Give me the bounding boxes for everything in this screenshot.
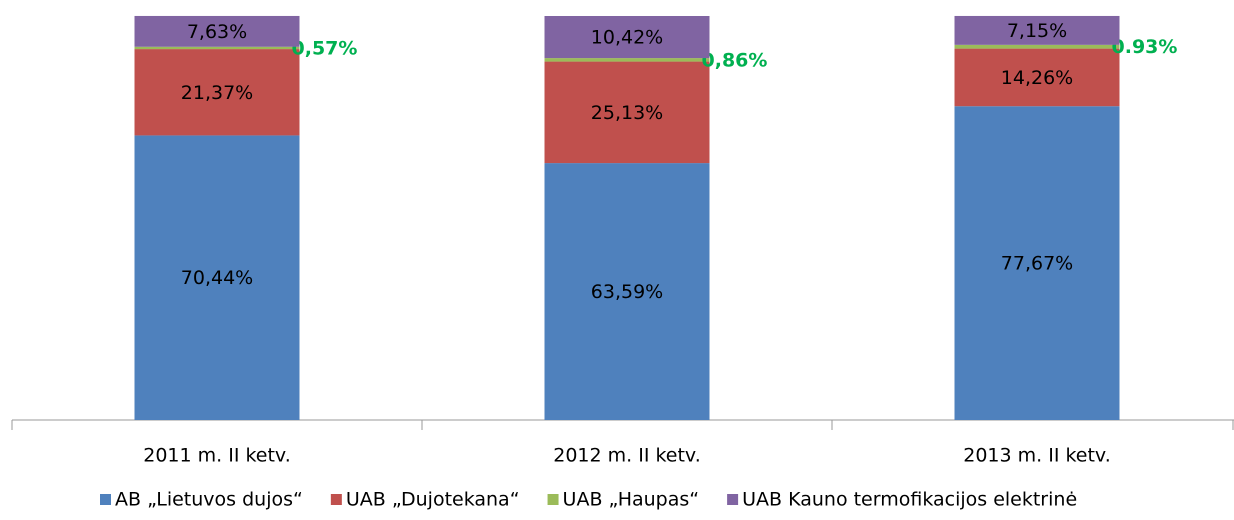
legend-label: UAB „Dujotekana“ <box>346 489 520 511</box>
data-label: 0,86% <box>702 49 768 71</box>
bar-segment <box>134 135 300 420</box>
bar-segment <box>544 61 710 164</box>
legend-swatch <box>100 494 111 505</box>
data-label: 14,26% <box>1001 67 1073 89</box>
data-label: 0,57% <box>292 37 358 59</box>
bar-segment <box>544 16 710 59</box>
data-label: 0.93% <box>1112 36 1178 58</box>
data-label: 25,13% <box>591 102 663 124</box>
bar-segment <box>954 44 1120 49</box>
bar-segment <box>954 15 1120 45</box>
bar-segment <box>134 46 300 50</box>
bar-segment <box>954 48 1120 107</box>
legend-swatch <box>330 494 342 505</box>
bar-segment <box>544 58 710 62</box>
legend-label: UAB Kauno termofikacijos elektrinė <box>742 489 1077 511</box>
data-label: 63,59% <box>591 281 663 303</box>
legend-swatch <box>547 494 559 505</box>
data-label: 21,37% <box>181 82 253 104</box>
legend-label: AB „Lietuvos dujos“ <box>115 489 303 511</box>
data-label: 7,15% <box>1007 20 1067 42</box>
legend-label: UAB „Haupas“ <box>563 489 700 511</box>
data-label: 77,67% <box>1001 253 1073 275</box>
x-tick-label: 2011 m. II ketv. <box>143 445 291 467</box>
bar-segment <box>134 49 300 136</box>
data-label: 10,42% <box>591 27 663 49</box>
data-label: 7,63% <box>187 21 247 43</box>
bar-segment <box>954 106 1120 421</box>
legend-swatch <box>727 494 739 505</box>
bar-segment <box>544 163 710 420</box>
data-label: 70,44% <box>181 267 253 289</box>
x-tick-label: 2013 m. II ketv. <box>963 445 1111 467</box>
x-tick-label: 2012 m. II ketv. <box>553 445 701 467</box>
bar-segment <box>134 15 300 47</box>
